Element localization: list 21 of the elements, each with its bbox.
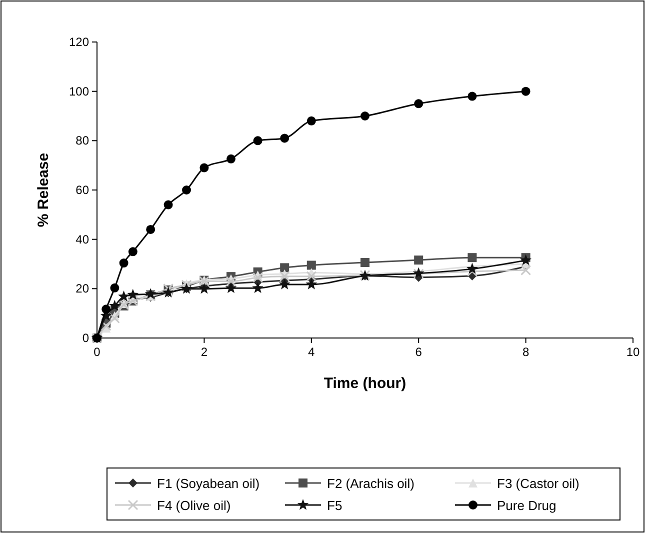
legend-label: F2 (Arachis oil) [327,476,414,491]
x-axis-title: Time (hour) [324,375,406,392]
y-tick-label: 120 [68,35,90,49]
legend-label: F4 (Olive oil) [157,498,231,513]
y-tick-label: 20 [76,282,90,296]
y-tick-label: 0 [82,331,90,345]
x-tick-label: 10 [626,345,640,359]
x-tick-label: 8 [522,345,530,359]
legend-label: F1 (Soyabean oil) [157,476,260,491]
legend-label: F5 [327,498,342,513]
y-tick-label: 80 [76,134,90,148]
x-tick-label: 4 [308,345,316,359]
y-axis-title: % Release [35,152,52,228]
x-tick-label: 2 [200,345,208,359]
y-tick-label: 100 [68,84,90,98]
y-tick-label: 60 [76,183,90,197]
y-tick-label: 40 [76,232,90,246]
x-tick-label: 6 [415,345,422,359]
legend-label: F3 (Castor oil) [497,476,580,491]
legend-label: Pure Drug [497,498,556,513]
x-tick-label: 0 [94,345,101,359]
